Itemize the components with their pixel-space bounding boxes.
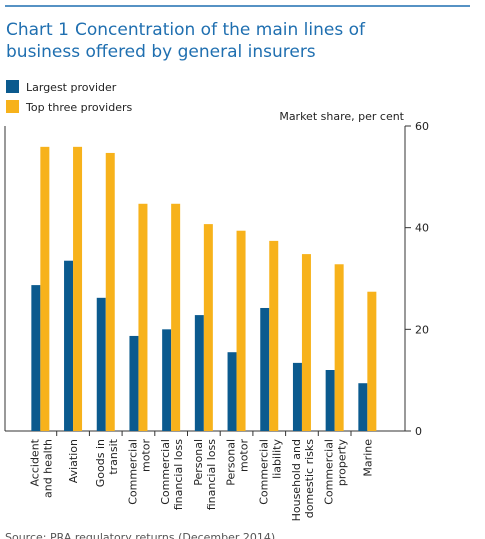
- legend-label: Largest provider: [26, 81, 117, 94]
- bar: [105, 152, 115, 432]
- bar: [171, 203, 181, 431]
- y-tick-label: 60: [415, 120, 429, 133]
- y-tick-label: 20: [415, 323, 429, 336]
- x-tick-label: Commercialmotor: [126, 439, 152, 505]
- x-tick-label: Household anddomestic risks: [290, 439, 316, 522]
- x-tick-label: Goods intransit: [94, 438, 120, 487]
- bar: [325, 370, 335, 431]
- x-tick-label: Personalfinancial loss: [192, 439, 218, 511]
- bar: [129, 335, 139, 431]
- bar: [73, 146, 83, 431]
- bar: [260, 307, 270, 431]
- y-tick-label: 40: [415, 222, 429, 235]
- y-axis-label: Market share, per cent: [279, 110, 404, 123]
- x-tick-label: Personalmotor: [225, 439, 251, 486]
- x-tick-label: Commercialfinancial loss: [159, 439, 185, 511]
- source: Source: PRA regulatory returns (December…: [5, 531, 279, 539]
- bar: [236, 230, 246, 431]
- bar: [40, 146, 50, 431]
- bar: [269, 240, 279, 431]
- bar: [31, 285, 41, 431]
- bar: [301, 254, 311, 431]
- bar: [96, 297, 106, 431]
- bar: [367, 291, 377, 431]
- y-tick-label: 0: [415, 425, 422, 438]
- chart-number: Chart 1: [6, 20, 69, 40]
- bar: [292, 362, 302, 431]
- legend-swatch: [6, 80, 19, 93]
- bar: [203, 224, 213, 431]
- bar: [194, 315, 204, 431]
- bar: [138, 203, 148, 431]
- bar: [334, 264, 344, 431]
- bar: [358, 383, 368, 431]
- legend-swatch: [6, 100, 19, 113]
- bar: [162, 329, 172, 431]
- x-tick-label: Commercialliability: [257, 439, 283, 505]
- x-tick-label: Marine: [361, 439, 374, 477]
- bar: [227, 352, 237, 431]
- legend-label: Top three providers: [25, 101, 132, 114]
- x-tick-label: Accidentand health: [28, 438, 54, 498]
- chart-title: Concentration of the main lines of busine…: [6, 20, 366, 62]
- x-tick-label: Aviation: [67, 439, 80, 483]
- bar: [64, 260, 74, 431]
- x-tick-label: Commercialproperty: [323, 439, 349, 505]
